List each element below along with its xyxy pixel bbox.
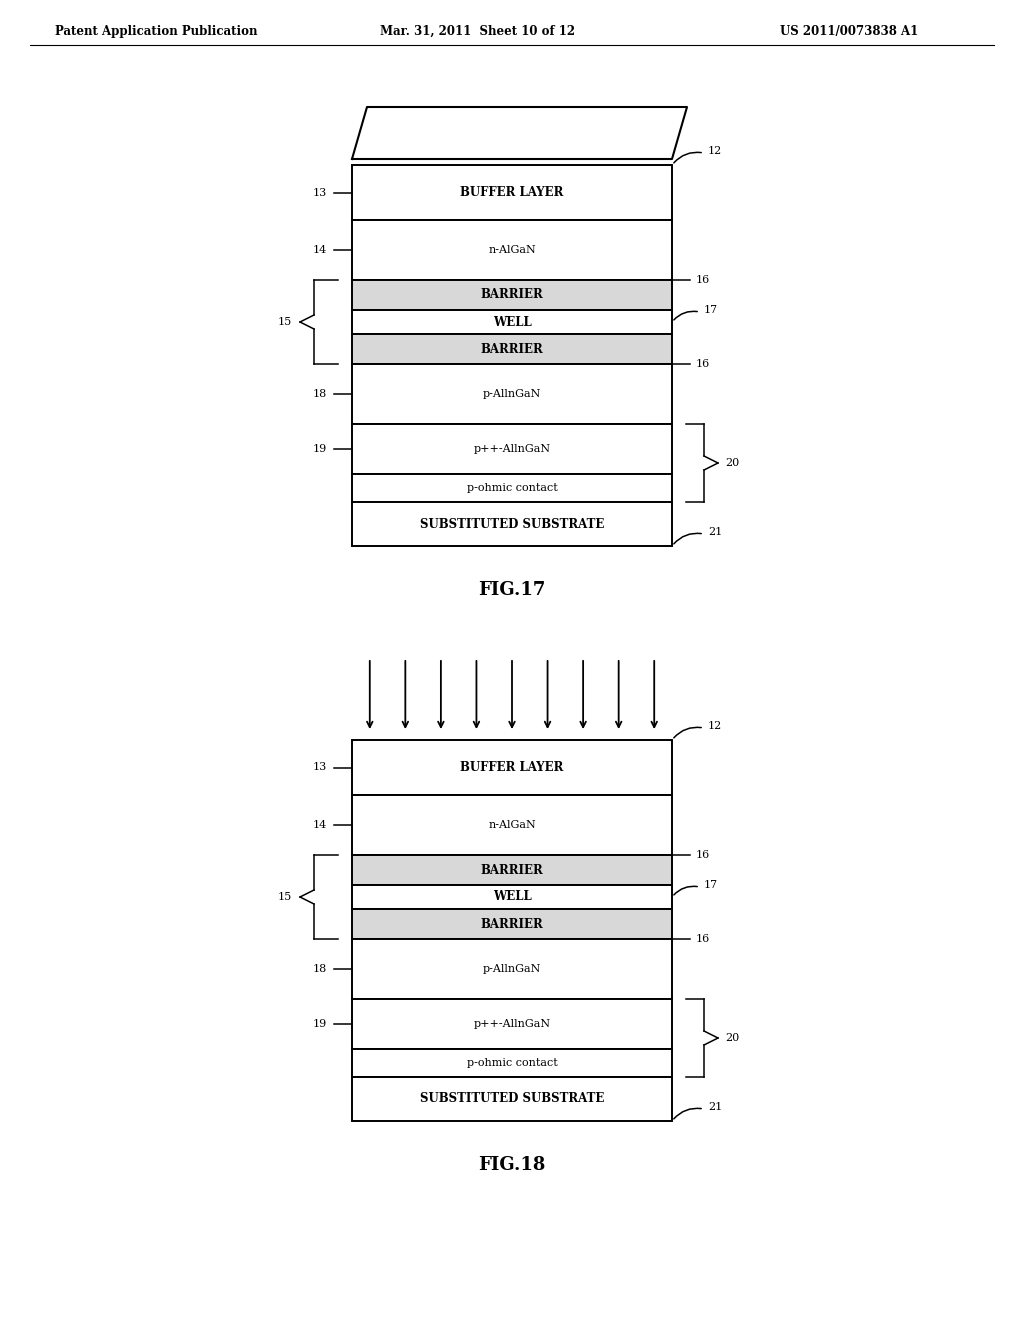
Text: p-ohmic contact: p-ohmic contact	[467, 483, 557, 492]
Bar	[352, 1077, 672, 1121]
Text: 16: 16	[696, 935, 711, 944]
Text: SUBSTITUTED SUBSTRATE: SUBSTITUTED SUBSTRATE	[420, 1093, 604, 1105]
Polygon shape	[352, 107, 687, 158]
Text: p-AllnGaN: p-AllnGaN	[482, 964, 542, 974]
Text: 15: 15	[278, 892, 292, 902]
Bar	[352, 884, 672, 909]
Text: n-AlGaN: n-AlGaN	[488, 246, 536, 255]
Bar	[352, 364, 672, 424]
Text: 16: 16	[696, 850, 711, 861]
Bar	[352, 939, 672, 999]
Bar	[352, 502, 672, 546]
Bar	[352, 855, 672, 884]
Text: FIG.17: FIG.17	[478, 581, 546, 599]
Text: 16: 16	[696, 275, 711, 285]
Bar	[352, 424, 672, 474]
Text: 20: 20	[725, 1034, 739, 1043]
Text: n-AlGaN: n-AlGaN	[488, 820, 536, 830]
Text: 14: 14	[312, 246, 327, 255]
Text: SUBSTITUTED SUBSTRATE: SUBSTITUTED SUBSTRATE	[420, 517, 604, 531]
Bar	[352, 220, 672, 280]
Bar	[352, 165, 672, 220]
Bar	[352, 334, 672, 364]
Text: BUFFER LAYER: BUFFER LAYER	[461, 186, 563, 199]
Bar	[352, 1049, 672, 1077]
Text: 17: 17	[705, 305, 718, 315]
Text: 21: 21	[708, 1102, 722, 1111]
Text: 18: 18	[312, 389, 327, 399]
Text: BARRIER: BARRIER	[480, 342, 544, 355]
Text: 12: 12	[708, 147, 722, 156]
Bar	[352, 280, 672, 310]
Text: WELL: WELL	[493, 315, 531, 329]
Text: BARRIER: BARRIER	[480, 289, 544, 301]
Bar	[352, 474, 672, 502]
Bar	[352, 909, 672, 939]
Text: 13: 13	[312, 187, 327, 198]
Text: 19: 19	[312, 444, 327, 454]
Text: 20: 20	[725, 458, 739, 469]
Text: 14: 14	[312, 820, 327, 830]
Text: BARRIER: BARRIER	[480, 863, 544, 876]
Text: 12: 12	[708, 721, 722, 731]
Text: p++-AllnGaN: p++-AllnGaN	[473, 1019, 551, 1030]
Text: Patent Application Publication: Patent Application Publication	[55, 25, 257, 38]
Text: WELL: WELL	[493, 891, 531, 903]
Text: 21: 21	[708, 527, 722, 537]
Bar	[352, 741, 672, 795]
Text: BUFFER LAYER: BUFFER LAYER	[461, 762, 563, 774]
Bar	[352, 795, 672, 855]
Text: 17: 17	[705, 880, 718, 890]
Bar	[352, 310, 672, 334]
Text: FIG.18: FIG.18	[478, 1156, 546, 1173]
Text: p-ohmic contact: p-ohmic contact	[467, 1059, 557, 1068]
Text: 16: 16	[696, 359, 711, 370]
Text: p++-AllnGaN: p++-AllnGaN	[473, 444, 551, 454]
Text: US 2011/0073838 A1: US 2011/0073838 A1	[780, 25, 919, 38]
Text: 19: 19	[312, 1019, 327, 1030]
Text: 15: 15	[278, 317, 292, 327]
Text: Mar. 31, 2011  Sheet 10 of 12: Mar. 31, 2011 Sheet 10 of 12	[380, 25, 575, 38]
Text: 18: 18	[312, 964, 327, 974]
Text: p-AllnGaN: p-AllnGaN	[482, 389, 542, 399]
Text: 13: 13	[312, 763, 327, 772]
Bar	[352, 999, 672, 1049]
Text: BARRIER: BARRIER	[480, 917, 544, 931]
